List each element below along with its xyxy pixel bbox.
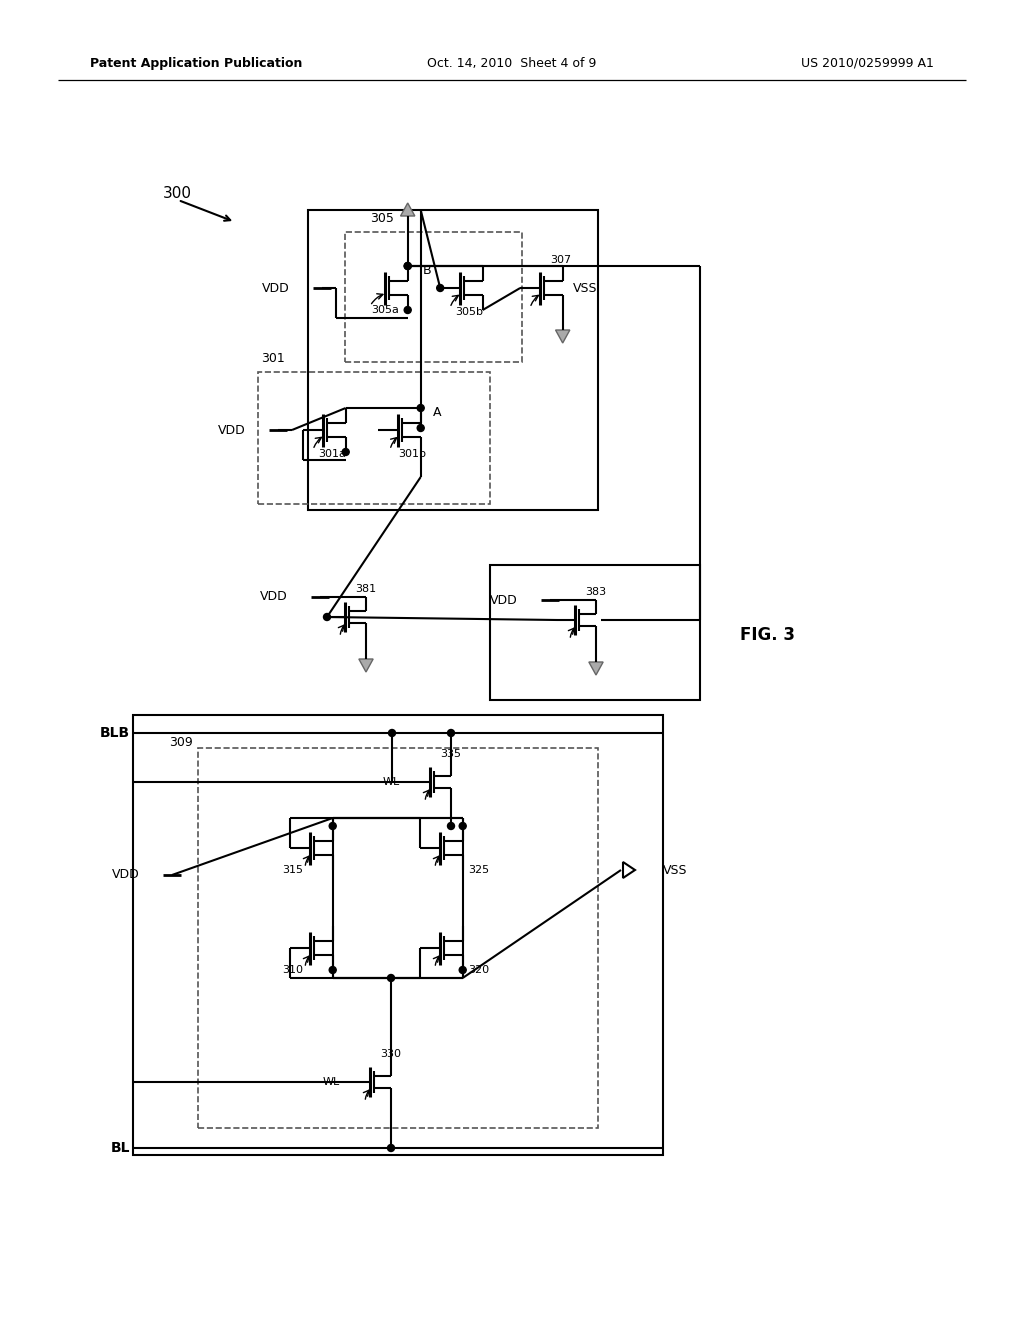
Text: US 2010/0259999 A1: US 2010/0259999 A1 xyxy=(801,57,934,70)
Polygon shape xyxy=(589,663,603,675)
Text: 325: 325 xyxy=(468,865,489,875)
Circle shape xyxy=(342,449,349,455)
Circle shape xyxy=(404,263,412,269)
Text: B: B xyxy=(423,264,431,277)
Text: VDD: VDD xyxy=(262,281,290,294)
Text: 315: 315 xyxy=(282,865,303,875)
Circle shape xyxy=(459,966,466,974)
Text: 301: 301 xyxy=(261,351,285,364)
Circle shape xyxy=(447,730,455,737)
Text: VDD: VDD xyxy=(113,869,140,882)
Text: VDD: VDD xyxy=(218,424,246,437)
Text: 320: 320 xyxy=(468,965,489,975)
Text: A: A xyxy=(433,407,441,420)
Circle shape xyxy=(417,404,424,412)
Text: 301a: 301a xyxy=(318,449,346,459)
Text: 383: 383 xyxy=(585,587,606,597)
Text: 307: 307 xyxy=(550,255,571,265)
Circle shape xyxy=(417,425,424,432)
Circle shape xyxy=(447,822,455,829)
Bar xyxy=(490,565,700,700)
Polygon shape xyxy=(358,659,373,672)
Text: WL: WL xyxy=(323,1077,340,1086)
Text: VDD: VDD xyxy=(490,594,518,606)
Text: 305b: 305b xyxy=(455,308,483,317)
Text: VSS: VSS xyxy=(663,863,687,876)
Circle shape xyxy=(404,306,412,314)
Bar xyxy=(133,715,663,1155)
Text: WL: WL xyxy=(383,777,400,787)
Bar xyxy=(345,232,522,362)
Polygon shape xyxy=(400,203,415,216)
Bar xyxy=(308,210,598,510)
Circle shape xyxy=(329,822,336,829)
Text: 310: 310 xyxy=(282,965,303,975)
Circle shape xyxy=(387,1144,394,1151)
Circle shape xyxy=(324,614,331,620)
Text: 300: 300 xyxy=(163,186,193,201)
Text: VSS: VSS xyxy=(572,281,597,294)
Text: FIG. 3: FIG. 3 xyxy=(740,626,795,644)
Circle shape xyxy=(404,263,412,269)
Circle shape xyxy=(436,285,443,292)
Text: Patent Application Publication: Patent Application Publication xyxy=(90,57,302,70)
Bar xyxy=(258,372,490,504)
Text: 305: 305 xyxy=(370,211,394,224)
Bar xyxy=(198,748,598,1129)
Text: 309: 309 xyxy=(169,737,193,750)
Circle shape xyxy=(388,730,395,737)
Circle shape xyxy=(459,822,466,829)
Polygon shape xyxy=(556,330,569,343)
Text: 305a: 305a xyxy=(371,305,399,315)
Text: Oct. 14, 2010  Sheet 4 of 9: Oct. 14, 2010 Sheet 4 of 9 xyxy=(427,57,597,70)
Text: 381: 381 xyxy=(355,583,376,594)
Circle shape xyxy=(387,974,394,982)
Text: 335: 335 xyxy=(440,748,461,759)
Text: 330: 330 xyxy=(380,1049,401,1059)
Text: BLB: BLB xyxy=(100,726,130,741)
Circle shape xyxy=(329,966,336,974)
Text: BL: BL xyxy=(111,1140,130,1155)
Text: 301b: 301b xyxy=(398,449,426,459)
Text: VDD: VDD xyxy=(260,590,288,603)
